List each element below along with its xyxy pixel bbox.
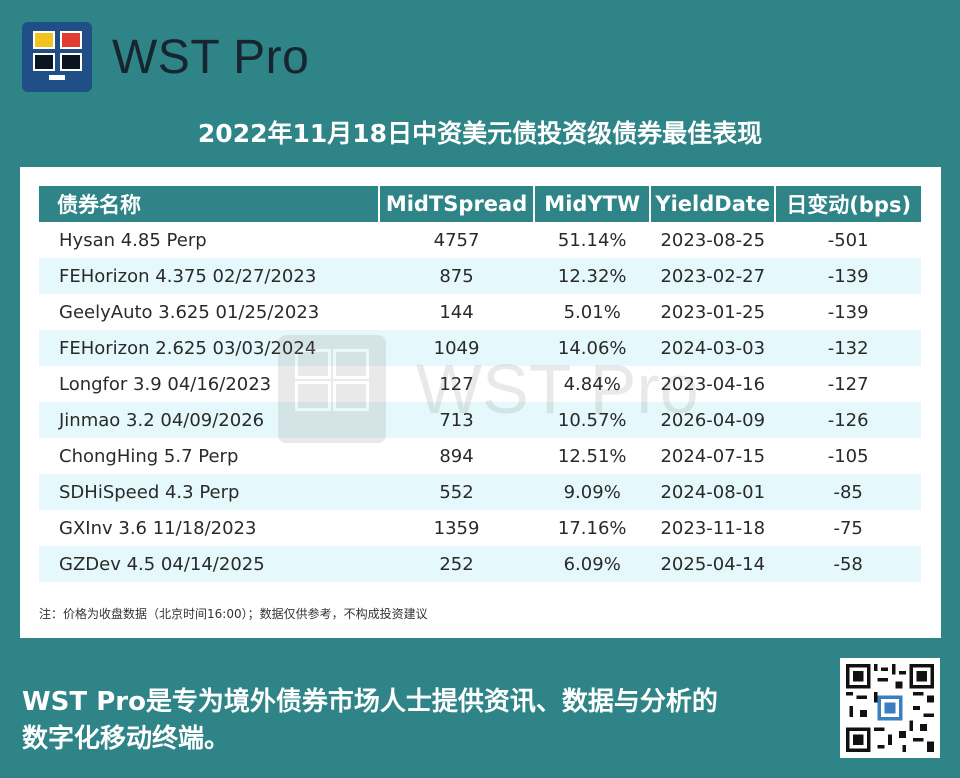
table-card: 债券名称 MidTSpread MidYTW YieldDate 日变动(bps… xyxy=(20,167,941,638)
wst-pro-logo-icon xyxy=(22,22,92,92)
cell-midytw: 17.16% xyxy=(557,517,627,539)
cell-bond-name: GXInv 3.6 11/18/2023 xyxy=(59,517,257,539)
cell-daily-change: -139 xyxy=(775,258,921,294)
cell-daily-change: -75 xyxy=(833,517,863,539)
table-header-row: 债券名称 MidTSpread MidYTW YieldDate 日变动(bps… xyxy=(39,186,921,222)
cell-midtspread: 552 xyxy=(378,474,535,510)
cell-bond-name: Hysan 4.85 Perp xyxy=(59,229,207,251)
cell-yielddate: 2023-01-25 xyxy=(660,301,766,323)
cell-midytw: 4.84% xyxy=(563,373,621,395)
cell-daily-change: -58 xyxy=(775,546,921,582)
cell-midytw: 12.32% xyxy=(534,258,651,294)
cell-midytw: 5.01% xyxy=(563,301,621,323)
cell-midytw: 12.51% xyxy=(557,445,627,467)
footer-line-2: 数字化移动终端。 xyxy=(22,724,231,754)
header-daily-change: 日变动(bps) xyxy=(774,186,921,222)
table-row: GeelyAuto 3.625 01/25/2023 144 5.01% 202… xyxy=(39,294,921,330)
footer-line-1: WST Pro是专为境外债券市场人士提供资讯、数据与分析的 xyxy=(22,687,718,717)
table-row: Jinmao 3.2 04/09/2026 713 10.57% 2026-04… xyxy=(39,402,921,438)
cell-bond-name: GZDev 4.5 04/14/2025 xyxy=(39,546,379,582)
cell-bond-name: ChongHing 5.7 Perp xyxy=(59,445,239,467)
cell-yielddate: 2023-02-27 xyxy=(650,258,776,294)
header-bond-name: 债券名称 xyxy=(39,186,379,222)
cell-daily-change: -126 xyxy=(775,402,921,438)
cell-midtspread: 127 xyxy=(439,373,474,395)
cell-yielddate: 2024-08-01 xyxy=(650,474,776,510)
cell-midtspread: 4757 xyxy=(433,229,480,251)
table-row: GZDev 4.5 04/14/2025 252 6.09% 2025-04-1… xyxy=(39,546,921,582)
cell-midytw: 51.14% xyxy=(557,229,627,251)
header-midtspread: MidTSpread xyxy=(377,186,535,222)
brand-name: WST Pro xyxy=(112,30,310,84)
table-row: GXInv 3.6 11/18/2023 1359 17.16% 2023-11… xyxy=(39,510,921,546)
footer-description: WST Pro是专为境外债券市场人士提供资讯、数据与分析的 数字化移动终端。 xyxy=(22,684,782,758)
table-row: SDHiSpeed 4.3 Perp 552 9.09% 2024-08-01 … xyxy=(39,474,921,510)
cell-daily-change: -105 xyxy=(827,445,869,467)
cell-midytw: 14.06% xyxy=(534,330,651,366)
cell-yielddate: 2023-04-16 xyxy=(660,373,766,395)
cell-midtspread: 713 xyxy=(378,402,535,438)
header-midytw: MidYTW xyxy=(533,186,651,222)
brand: WST Pro xyxy=(22,22,309,92)
table-row: ChongHing 5.7 Perp 894 12.51% 2024-07-15… xyxy=(39,438,921,474)
cell-midtspread: 1049 xyxy=(378,330,535,366)
qr-code-icon xyxy=(840,658,940,758)
cell-midtspread: 894 xyxy=(439,445,474,467)
cell-bond-name: FEHorizon 4.375 02/27/2023 xyxy=(39,258,379,294)
cell-midytw: 10.57% xyxy=(534,402,651,438)
cell-bond-name: Jinmao 3.2 04/09/2026 xyxy=(39,402,379,438)
table-row: Longfor 3.9 04/16/2023 127 4.84% 2023-04… xyxy=(39,366,921,402)
cell-yielddate: 2025-04-14 xyxy=(650,546,776,582)
disclaimer-note: 注：价格为收盘数据（北京时间16:00）；数据仅供参考，不构成投资建议 xyxy=(39,607,428,621)
cell-yielddate: 2024-07-15 xyxy=(660,445,766,467)
table-row: FEHorizon 4.375 02/27/2023 875 12.32% 20… xyxy=(39,258,921,294)
cell-daily-change: -139 xyxy=(827,301,869,323)
cell-daily-change: -132 xyxy=(775,330,921,366)
cell-midtspread: 875 xyxy=(378,258,535,294)
cell-bond-name: GeelyAuto 3.625 01/25/2023 xyxy=(59,301,320,323)
page-title: 2022年11月18日中资美元债投资级债券最佳表现 xyxy=(197,119,763,148)
cell-daily-change: -85 xyxy=(775,474,921,510)
cell-yielddate: 2024-03-03 xyxy=(650,330,776,366)
cell-daily-change: -127 xyxy=(827,373,869,395)
cell-daily-change: -501 xyxy=(827,229,869,251)
header-yielddate: YieldDate xyxy=(649,186,776,222)
cell-bond-name: SDHiSpeed 4.3 Perp xyxy=(39,474,379,510)
cell-yielddate: 2023-11-18 xyxy=(660,517,766,539)
bond-table: 债券名称 MidTSpread MidYTW YieldDate 日变动(bps… xyxy=(39,186,921,582)
table-row: FEHorizon 2.625 03/03/2024 1049 14.06% 2… xyxy=(39,330,921,366)
cell-bond-name: FEHorizon 2.625 03/03/2024 xyxy=(39,330,379,366)
cell-midtspread: 252 xyxy=(378,546,535,582)
cell-midtspread: 1359 xyxy=(433,517,480,539)
cell-bond-name: Longfor 3.9 04/16/2023 xyxy=(59,373,272,395)
cell-yielddate: 2026-04-09 xyxy=(650,402,776,438)
table-row: Hysan 4.85 Perp 4757 51.14% 2023-08-25 -… xyxy=(39,222,921,258)
cell-midytw: 6.09% xyxy=(534,546,651,582)
cell-midtspread: 144 xyxy=(439,301,474,323)
cell-yielddate: 2023-08-25 xyxy=(660,229,766,251)
cell-midytw: 9.09% xyxy=(534,474,651,510)
